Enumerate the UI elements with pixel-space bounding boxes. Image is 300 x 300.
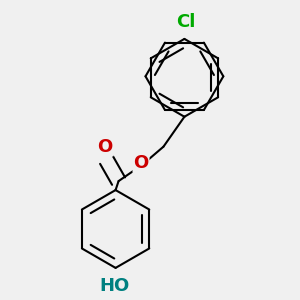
Text: O: O [98,138,113,156]
Text: O: O [134,154,148,172]
Text: Cl: Cl [176,14,196,32]
Text: HO: HO [99,277,129,295]
